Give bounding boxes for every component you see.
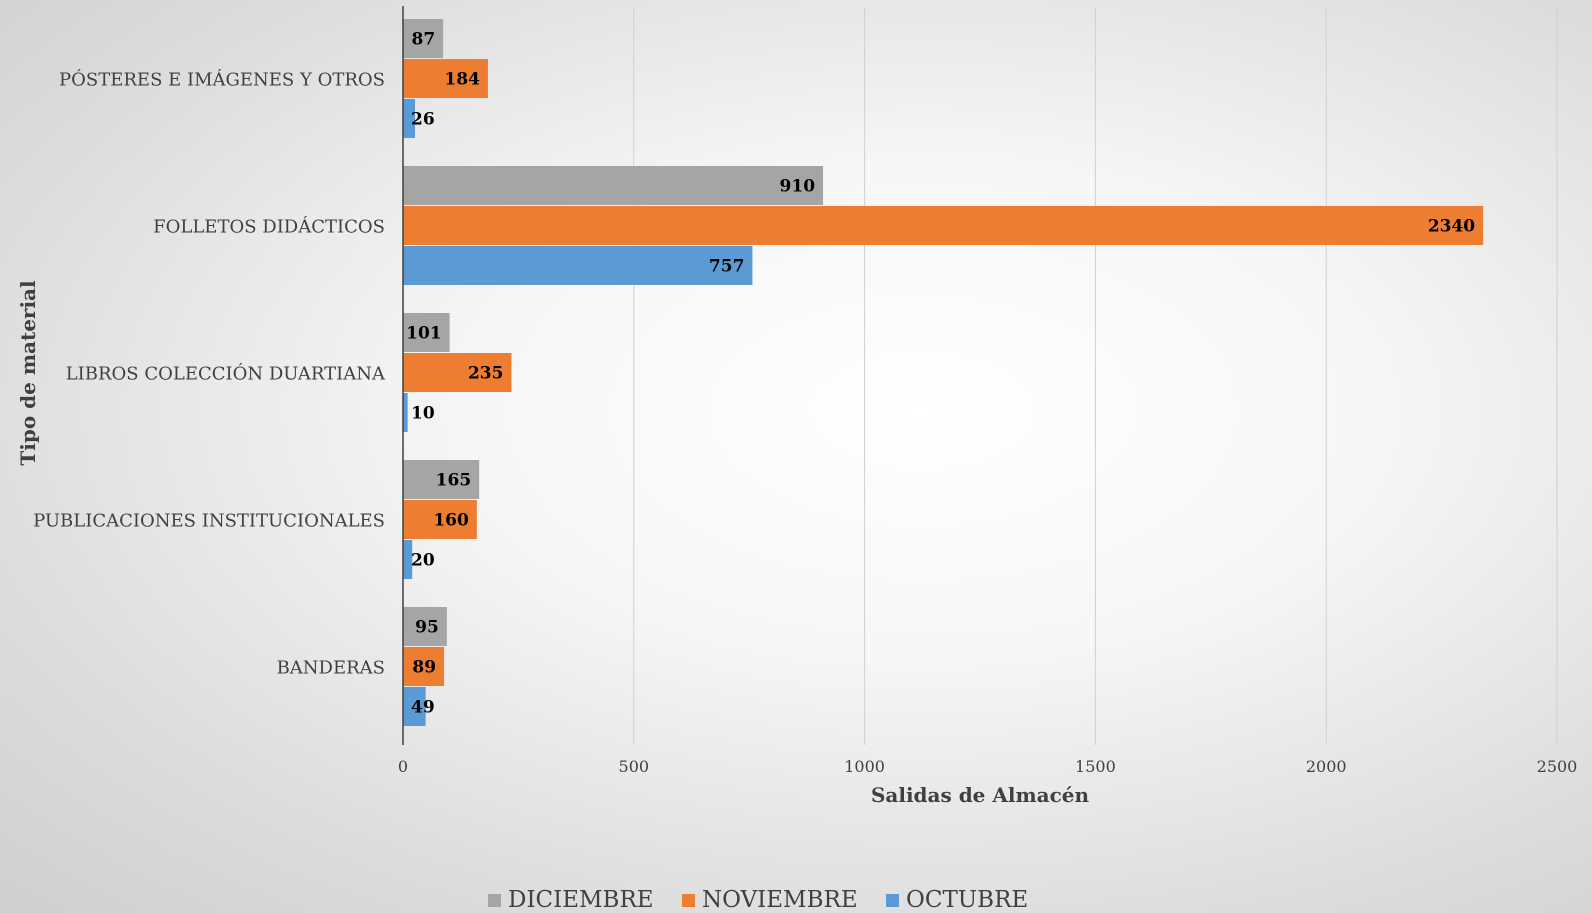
category-label: LIBROS COLECCIÓN DUARTIANA bbox=[66, 362, 386, 385]
bar bbox=[403, 99, 416, 138]
bar bbox=[403, 19, 444, 58]
data-label: 184 bbox=[444, 70, 480, 90]
category-label: PÓSTERES E IMÁGENES Y OTROS bbox=[59, 68, 385, 91]
y-axis-title: Tipo de material bbox=[16, 280, 40, 466]
data-label: 10 bbox=[411, 404, 435, 424]
x-tick-label: 2500 bbox=[1537, 757, 1578, 776]
data-label: 95 bbox=[415, 618, 439, 638]
data-label: 26 bbox=[411, 110, 435, 130]
bar bbox=[403, 647, 445, 686]
x-tick-label: 2000 bbox=[1306, 757, 1347, 776]
category-label: BANDERAS bbox=[277, 658, 385, 679]
bar bbox=[403, 607, 447, 646]
legend-label: OCTUBRE bbox=[906, 887, 1028, 913]
data-label: 910 bbox=[780, 177, 816, 197]
data-labels: 87 184 26 910 2340 757 101 235 10 165 160 20 95 89 49 bbox=[406, 30, 1475, 718]
bars bbox=[403, 19, 1484, 726]
data-label: 87 bbox=[411, 30, 435, 50]
legend: DICIEMBRE NOVIEMBRE OCTUBRE bbox=[488, 887, 1028, 913]
data-label: 89 bbox=[412, 658, 436, 678]
data-label: 165 bbox=[436, 471, 472, 491]
x-axis-title: Salidas de Almacén bbox=[871, 783, 1090, 807]
x-tick-label: 500 bbox=[619, 757, 650, 776]
data-label: 101 bbox=[406, 324, 442, 344]
data-label: 2340 bbox=[1428, 217, 1475, 237]
bar bbox=[403, 540, 413, 579]
legend-swatch bbox=[488, 894, 501, 907]
legend-label: NOVIEMBRE bbox=[702, 887, 858, 913]
category-labels: PÓSTERES E IMÁGENES Y OTROS FOLLETOS DIDÁ… bbox=[33, 68, 386, 679]
legend-swatch bbox=[886, 894, 899, 907]
data-label: 160 bbox=[433, 511, 469, 531]
bar bbox=[403, 687, 426, 726]
data-label: 757 bbox=[709, 257, 745, 277]
bar bbox=[403, 206, 1484, 245]
data-label: 235 bbox=[468, 364, 504, 384]
x-tick-labels: 0 500 1000 1500 2000 2500 bbox=[398, 757, 1577, 776]
bar bbox=[403, 246, 753, 285]
legend-label: DICIEMBRE bbox=[508, 887, 654, 913]
gridlines bbox=[633, 8, 1558, 745]
x-tick-label: 0 bbox=[398, 757, 408, 776]
bar bbox=[403, 500, 477, 539]
x-tick-label: 1500 bbox=[1075, 757, 1116, 776]
x-tick-label: 1000 bbox=[844, 757, 885, 776]
data-label: 20 bbox=[411, 551, 435, 571]
bar bbox=[403, 460, 480, 499]
category-label: FOLLETOS DIDÁCTICOS bbox=[153, 215, 385, 238]
bar bbox=[403, 59, 488, 98]
data-label: 49 bbox=[411, 698, 435, 718]
bar bbox=[403, 353, 512, 392]
category-label: PUBLICACIONES INSTITUCIONALES bbox=[33, 511, 385, 532]
legend-swatch bbox=[682, 894, 695, 907]
bar bbox=[403, 313, 450, 352]
bar bbox=[403, 166, 824, 205]
bar bbox=[403, 393, 408, 432]
